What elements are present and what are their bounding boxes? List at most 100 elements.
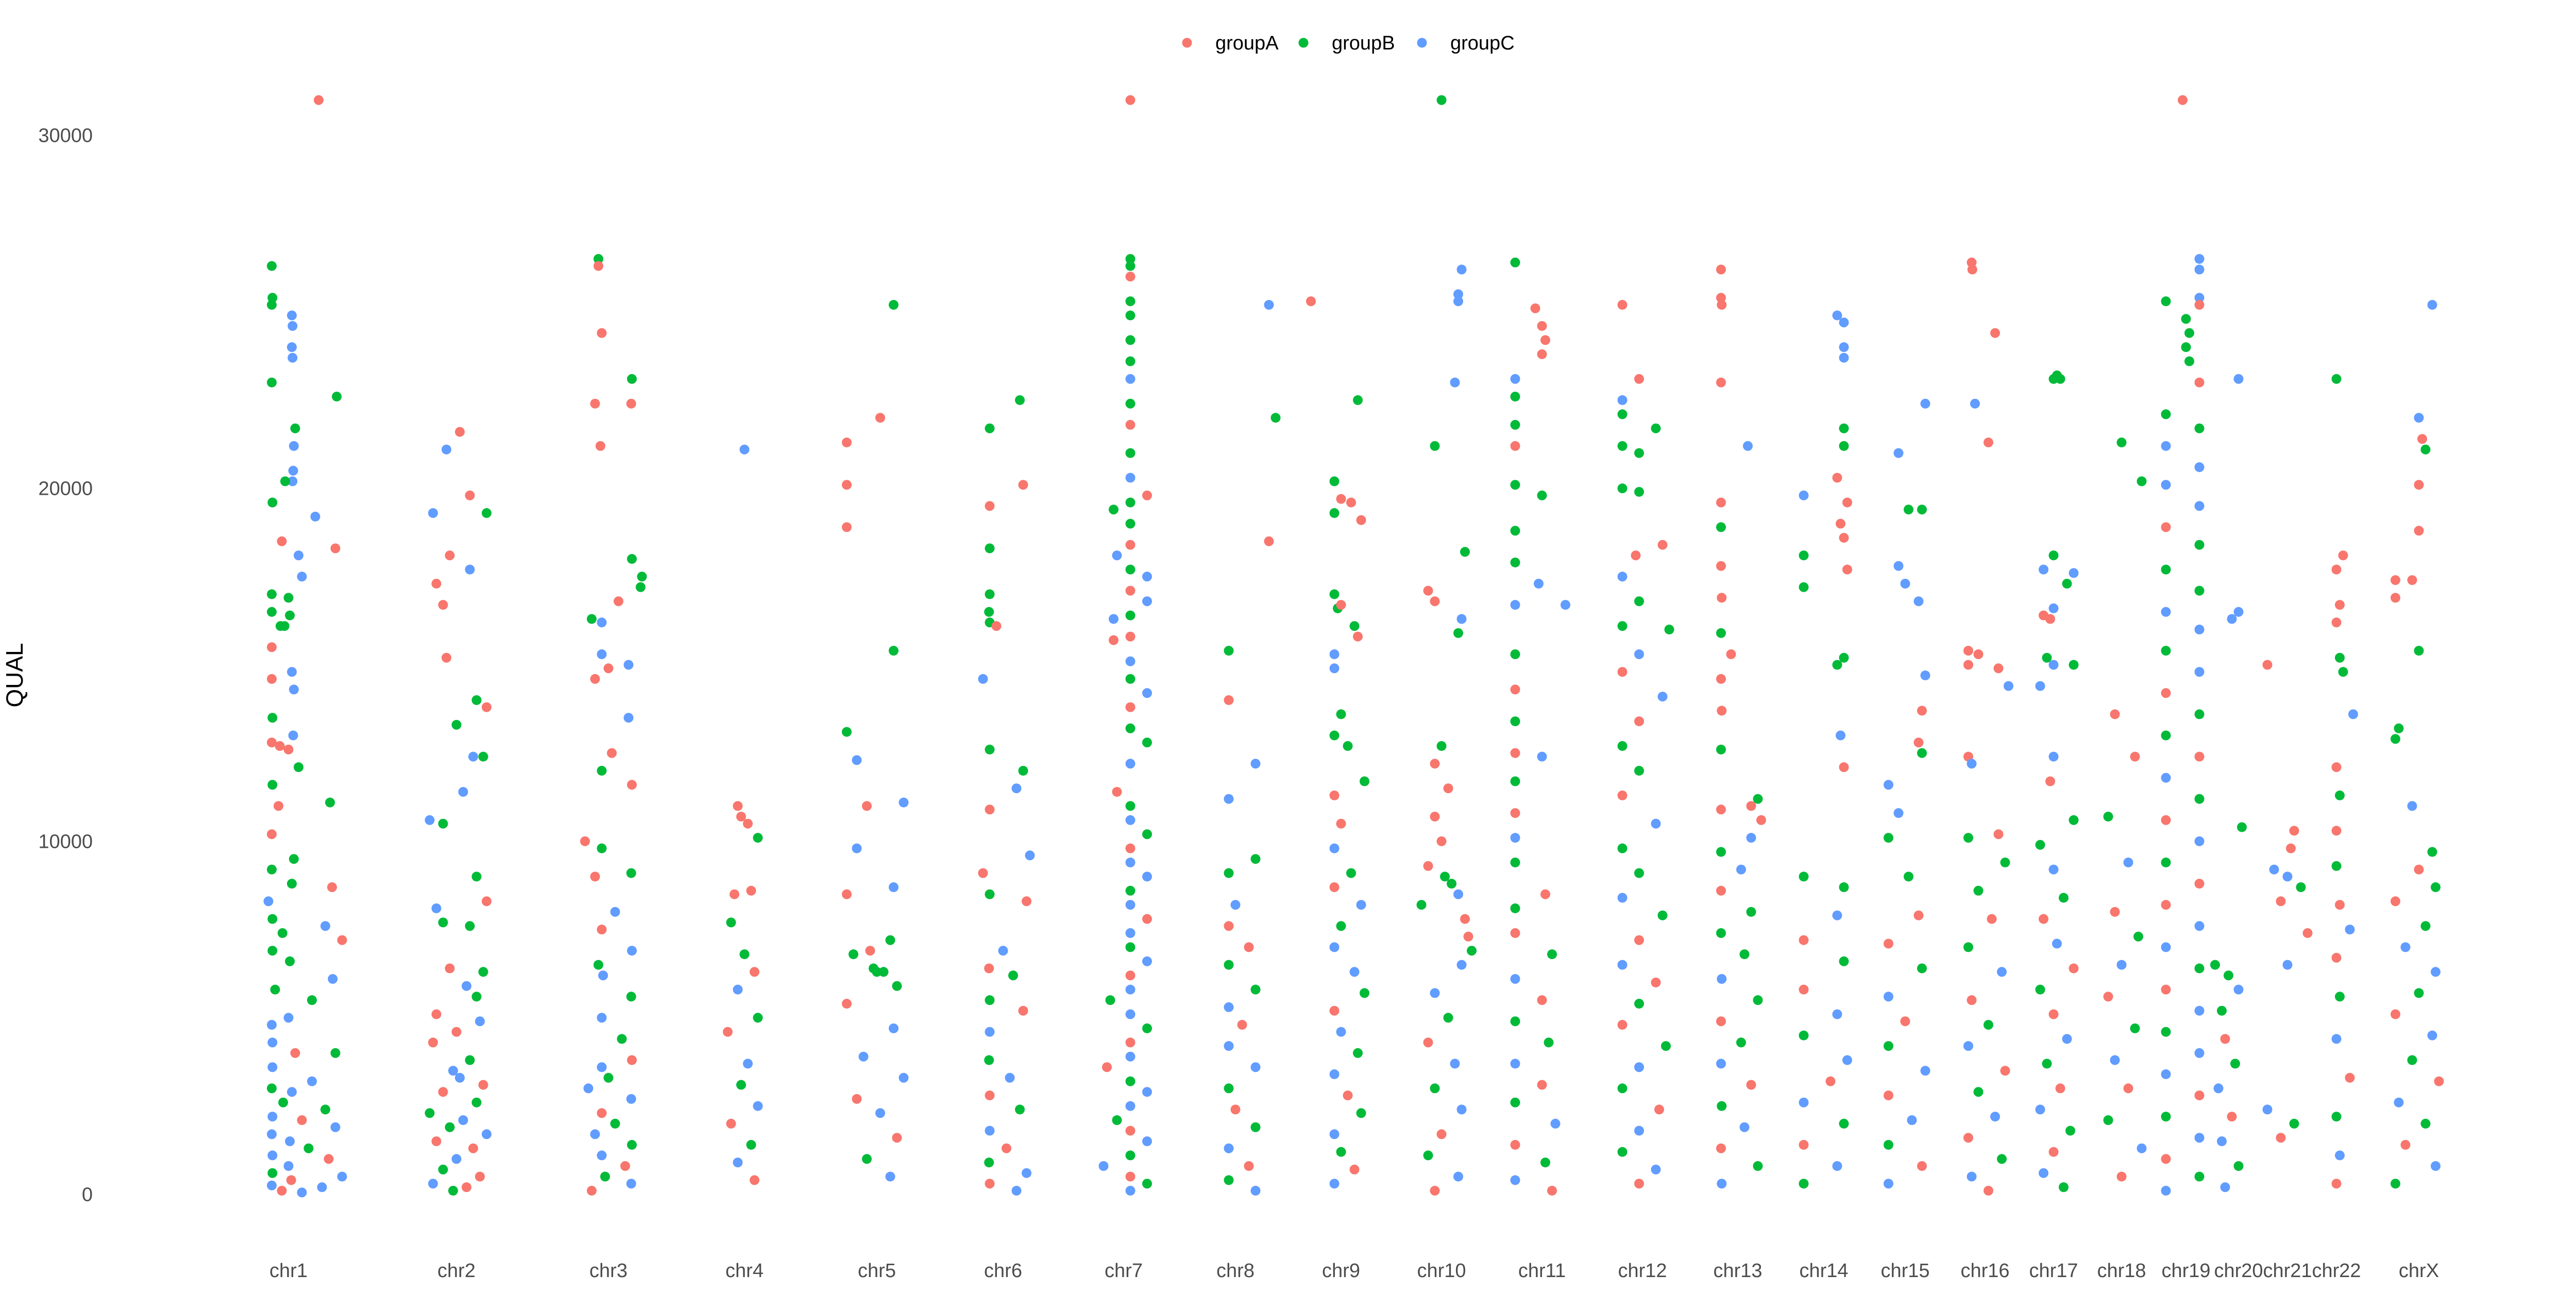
data-point-groupA [283, 744, 294, 755]
data-point-groupA [1987, 914, 1997, 924]
data-point-groupB [1430, 441, 1440, 451]
data-point-groupB [1250, 984, 1261, 995]
data-point-groupC [2282, 871, 2293, 882]
data-point-groupB [1664, 625, 1674, 634]
data-point-groupB [2331, 1112, 2342, 1122]
data-point-groupA [1423, 861, 1433, 871]
data-point-groupB [2161, 858, 2171, 867]
data-point-groupB [1467, 946, 1477, 956]
data-point-groupA [1125, 540, 1136, 550]
data-point-groupA [2161, 815, 2171, 825]
data-point-groupB [2224, 970, 2233, 981]
data-point-groupA [1716, 377, 1726, 388]
data-point-groupC [2035, 681, 2045, 691]
data-point-groupC [852, 843, 862, 853]
data-point-groupB [1716, 847, 1726, 857]
data-point-groupC [2345, 925, 2355, 935]
data-point-groupB [2194, 585, 2205, 596]
data-point-groupB [985, 423, 995, 433]
data-point-groupC [1456, 614, 1467, 624]
data-point-groupB [627, 374, 637, 384]
data-point-groupB [1547, 949, 1557, 960]
data-point-groupB [1904, 871, 1913, 882]
data-point-groupC [597, 1013, 607, 1023]
data-point-groupA [1716, 497, 1726, 508]
data-point-groupB [594, 960, 603, 970]
data-point-groupB [2161, 296, 2171, 307]
data-point-groupB [1651, 423, 1661, 433]
data-point-groupB [2194, 423, 2205, 433]
data-point-groupB [1125, 497, 1136, 508]
data-point-groupB [2391, 1179, 2400, 1189]
data-point-groupB [2161, 646, 2171, 656]
data-point-groupC [337, 1171, 347, 1182]
data-point-groupA [2110, 907, 2120, 917]
data-point-groupC [287, 342, 297, 353]
data-point-groupA [2414, 480, 2424, 490]
data-point-groupC [2414, 413, 2424, 423]
data-point-groupB [1657, 910, 1668, 920]
data-point-groupB [892, 981, 902, 991]
data-point-groupC [2062, 1034, 2072, 1044]
data-point-groupB [2130, 1023, 2140, 1033]
data-point-groupA [1716, 885, 1726, 896]
data-point-groupC [2331, 1034, 2342, 1044]
data-point-groupC [1537, 751, 1547, 762]
data-point-groupB [1963, 942, 1973, 952]
data-point-groupB [2035, 840, 2045, 850]
data-point-groupC [1510, 974, 1520, 984]
data-point-groupA [428, 1037, 438, 1048]
legend-key-groupA [1182, 38, 1192, 48]
data-point-groupA [1018, 480, 1028, 490]
data-point-groupB [1443, 1013, 1453, 1023]
data-point-groupC [283, 1161, 294, 1171]
data-point-groupA [1984, 1185, 1993, 1196]
data-point-groupB [1537, 490, 1547, 500]
data-point-groupB [2065, 1126, 2075, 1136]
data-point-groupB [1125, 942, 1136, 952]
data-point-groupA [451, 1027, 462, 1037]
data-point-groupB [1416, 900, 1427, 910]
data-point-groupB [1739, 949, 1750, 960]
data-point-groupB [1224, 1083, 1234, 1094]
data-point-groupC [1125, 900, 1136, 910]
data-point-groupA [1329, 1005, 1340, 1016]
data-point-groupB [1746, 907, 1756, 917]
data-point-groupA [1716, 1016, 1726, 1027]
data-point-groupA [438, 600, 448, 610]
data-point-groupA [2161, 688, 2171, 698]
data-point-groupC [475, 1016, 485, 1027]
data-point-groupC [899, 1072, 909, 1083]
data-point-groupA [1460, 914, 1470, 924]
data-point-groupA [1839, 762, 1849, 773]
data-point-groupA [2045, 776, 2055, 786]
data-point-groupA [1839, 533, 1849, 543]
data-point-groupC [2233, 984, 2244, 995]
x-tick-label-chr7: chr7 [1105, 1260, 1143, 1282]
data-point-groupB [594, 254, 603, 264]
data-point-groupA [1112, 787, 1122, 797]
data-point-groupA [2048, 1009, 2059, 1019]
x-tick-label-chr5: chr5 [858, 1260, 896, 1282]
data-point-groupB [1617, 409, 1628, 420]
data-point-groupA [431, 579, 442, 589]
data-point-groupA [1237, 1020, 1247, 1030]
data-point-groupA [978, 868, 988, 878]
data-point-groupB [2059, 1182, 2069, 1193]
data-point-groupC [885, 1171, 895, 1182]
data-point-groupA [750, 1175, 759, 1185]
data-point-groupA [267, 642, 277, 652]
data-point-groupB [2331, 374, 2342, 384]
data-point-groupB [278, 1097, 289, 1108]
data-point-groupC [2161, 773, 2171, 783]
data-point-groupB [1617, 843, 1628, 853]
data-point-groupA [267, 737, 277, 748]
data-point-groupB [1634, 596, 1644, 607]
data-point-groupA [2220, 1034, 2230, 1044]
data-point-groupB [1224, 1175, 1234, 1185]
data-point-groupB [736, 1080, 746, 1090]
data-point-groupB [1125, 801, 1136, 811]
data-point-groupC [428, 508, 438, 518]
data-point-groupB [1125, 610, 1136, 621]
data-point-groupC [1839, 317, 1849, 328]
